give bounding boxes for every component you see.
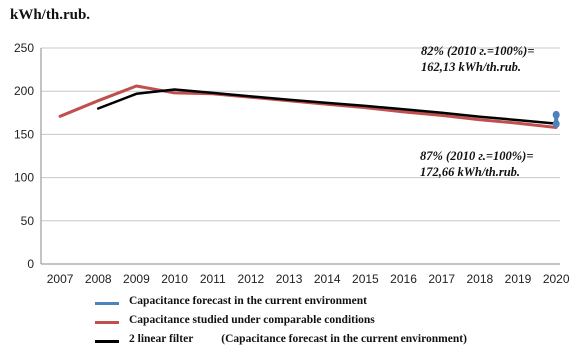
x-tick-label-2019: 2019: [505, 272, 532, 286]
series-line-1: [58, 84, 558, 129]
annotation-top: 82% (2010 г.=100%)= 162,13 kWh/th.rub.: [421, 43, 534, 75]
legend-label-linear-filter-suffix: (Capacitance forecast in the current env…: [221, 333, 467, 345]
series-line-2: [96, 88, 558, 125]
x-tick-label-2020: 2020: [543, 272, 570, 286]
x-tick-label-2009: 2009: [123, 272, 150, 286]
annotation-bottom-line1: 87% (2010 г.=100%)=: [420, 149, 534, 163]
legend-swatch-linear-filter: [95, 340, 119, 343]
legend-label-forecast: Capacitance forecast in the current envi…: [129, 295, 367, 307]
legend-swatch-forecast: [95, 302, 119, 305]
y-tick-label-50: 50: [21, 214, 35, 228]
y-tick-label-250: 250: [14, 41, 34, 55]
y-tick-label-100: 100: [14, 171, 34, 185]
x-tick-label-2013: 2013: [276, 272, 303, 286]
annotation-bottom-line2: 172,66 kWh/th.rub.: [420, 165, 521, 179]
unit-label: kWh/th.rub.: [10, 7, 91, 23]
x-tick-label-2018: 2018: [467, 272, 494, 286]
legend-label-linear-filter-name: 2 linear filter: [129, 333, 194, 345]
annotation-bottom: 87% (2010 г.=100%)= 172,66 kWh/th.rub.: [420, 148, 533, 180]
x-tick-label-2014: 2014: [314, 272, 341, 286]
annotation-top-line1: 82% (2010 г.=100%)=: [421, 44, 535, 58]
legend-label-linear-filter: 2 linear filter (Capacitance forecast in …: [129, 333, 467, 345]
y-tick-label-200: 200: [14, 84, 34, 98]
x-tick-label-2008: 2008: [85, 272, 112, 286]
annotation-top-line2: 162,13 kWh/th.rub.: [421, 60, 522, 74]
x-tick-label-2015: 2015: [352, 272, 379, 286]
x-tick-label-2012: 2012: [238, 272, 265, 286]
legend-swatch-comparable: [95, 321, 119, 324]
legend-label-comparable: Capacitance studied under comparable con…: [129, 314, 375, 326]
x-tick-label-2016: 2016: [390, 272, 417, 286]
forecast-point-0: [552, 119, 560, 128]
y-tick-label-150: 150: [14, 127, 34, 141]
x-tick-label-2017: 2017: [428, 272, 455, 286]
y-tick-label-0: 0: [27, 257, 34, 271]
x-tick-label-2011: 2011: [200, 272, 226, 286]
x-tick-label-2007: 2007: [47, 272, 74, 286]
forecast-point-1: [552, 110, 560, 119]
x-tick-label-2010: 2010: [161, 272, 188, 286]
